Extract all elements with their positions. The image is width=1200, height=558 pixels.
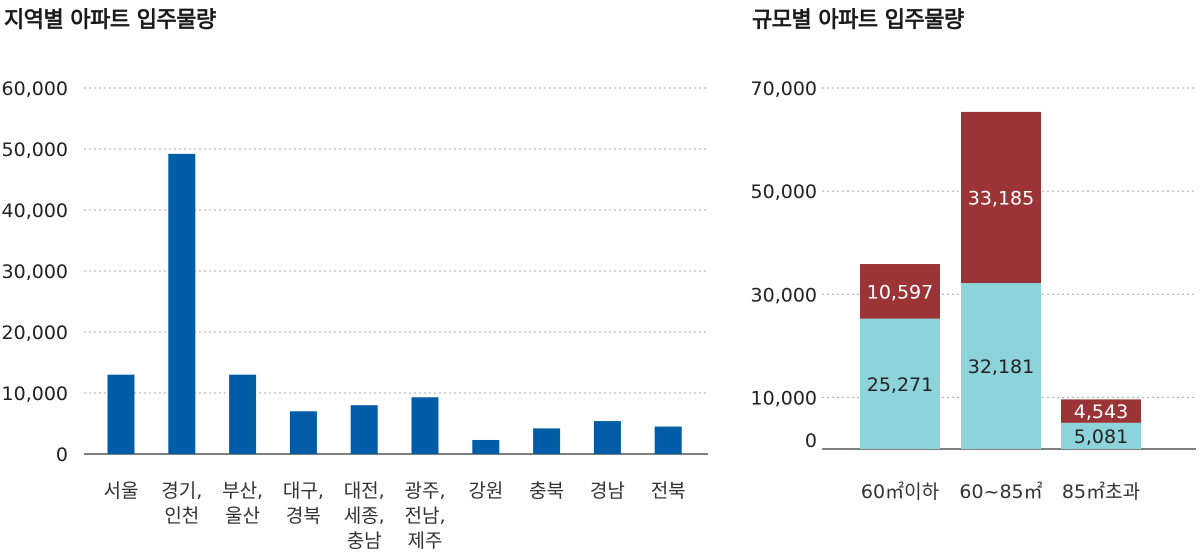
- size-y-tick-label: 10,000: [751, 387, 817, 409]
- regional-category-label: 부산,: [222, 480, 263, 502]
- regional-bar: [411, 397, 439, 454]
- size-bar-lower: [961, 283, 1041, 449]
- regional-bar: [289, 411, 317, 454]
- regional-y-tick-label: 20,000: [2, 322, 68, 344]
- regional-category-label: 인천: [164, 505, 199, 527]
- regional-chart-title: 지역별 아파트 입주물량: [4, 8, 216, 33]
- regional-category-label: 충북: [529, 480, 564, 502]
- size-bar-lower: [1061, 422, 1141, 449]
- regional-category-label: 충남: [347, 530, 382, 552]
- regional-category-label: 세종,: [344, 505, 385, 527]
- size-category-label: 60~85㎡: [959, 480, 1042, 503]
- size-bar-lower: [860, 318, 940, 449]
- regional-category-label: 경기,: [161, 480, 202, 502]
- size-lower-value-label: 5,081: [1074, 426, 1128, 448]
- regional-bar: [533, 428, 561, 454]
- regional-bar: [593, 421, 621, 454]
- size-upper-value-label: 4,543: [1074, 401, 1128, 423]
- size-category-label: 60㎡이하: [861, 480, 939, 503]
- size-y-tick-label: 30,000: [751, 284, 817, 306]
- regional-bar: [472, 439, 500, 454]
- regional-category-label: 강원: [468, 480, 503, 502]
- regional-category-label: 경남: [590, 480, 625, 502]
- regional-category-label: 광주,: [405, 480, 446, 502]
- regional-category-label: 대구,: [283, 480, 324, 502]
- regional-category-label: 제주: [408, 530, 443, 552]
- size-bar-upper: [1061, 399, 1141, 423]
- regional-category-label: 경북: [286, 505, 321, 527]
- size-y-tick-label: 70,000: [751, 78, 817, 100]
- size-bar-upper: [961, 111, 1041, 284]
- regional-category-label: 울산: [225, 505, 260, 527]
- regional-bar: [654, 426, 682, 454]
- size-lower-value-label: 25,271: [867, 374, 933, 396]
- regional-y-tick-label: 50,000: [2, 139, 68, 161]
- regional-y-tick-label: 40,000: [2, 200, 68, 222]
- size-bar-upper: [860, 264, 940, 319]
- regional-bar: [168, 153, 196, 454]
- regional-y-tick-label: 0: [56, 444, 68, 466]
- regional-y-tick-label: 10,000: [2, 383, 68, 405]
- regional-y-tick-label: 60,000: [2, 78, 68, 100]
- size-lower-value-label: 32,181: [968, 356, 1034, 378]
- regional-bar: [229, 374, 257, 454]
- size-y-tick-label: 50,000: [751, 181, 817, 203]
- regional-category-label: 전북: [651, 480, 686, 502]
- size-upper-value-label: 10,597: [867, 281, 933, 303]
- regional-bar: [107, 374, 135, 454]
- regional-category-label: 대전,: [344, 480, 385, 502]
- regional-category-label: 서울: [104, 480, 139, 502]
- size-y-tick-label: 0: [805, 430, 817, 452]
- size-upper-value-label: 33,185: [968, 187, 1034, 209]
- size-chart-title: 규모별 아파트 입주물량: [752, 8, 964, 33]
- regional-category-label: 전남,: [405, 505, 446, 527]
- regional-bar: [350, 405, 378, 454]
- regional-y-tick-label: 30,000: [2, 261, 68, 283]
- size-category-label: 85㎡초과: [1062, 480, 1140, 503]
